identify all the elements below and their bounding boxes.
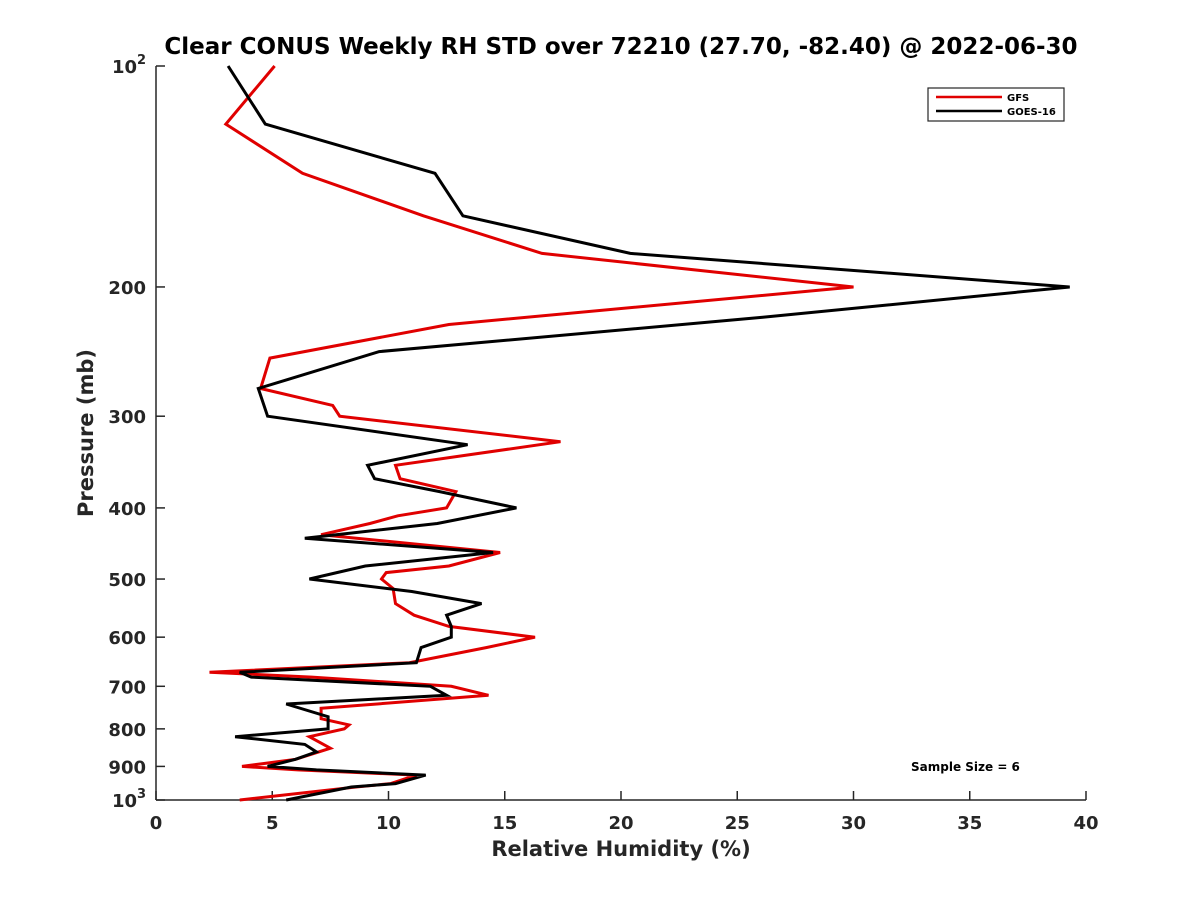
- y-tick-label: 700: [108, 677, 146, 698]
- y-tick-label: 900: [108, 757, 146, 778]
- x-tick-label: 0: [150, 813, 163, 834]
- legend-box: [927, 87, 1065, 122]
- legend: GFS GOES-16: [927, 87, 1065, 122]
- sample-size-annotation: Sample Size = 6: [911, 760, 1020, 774]
- y-tick-label: 300: [108, 407, 146, 428]
- chart-title: Clear CONUS Weekly RH STD over 72210 (27…: [164, 34, 1077, 60]
- y-tick-label: 10: [112, 57, 137, 78]
- series-lines: [209, 65, 1070, 802]
- x-tick-label: 15: [492, 813, 517, 834]
- x-tick-label: 25: [725, 813, 750, 834]
- y-tick-label: 500: [108, 570, 146, 591]
- y-tick-label-exponent: 2: [137, 53, 146, 68]
- y-tick-label-exponent: 3: [137, 787, 146, 802]
- y-tick-label: 600: [108, 628, 146, 649]
- series-line-gfs: [209, 65, 854, 802]
- x-tick-label: 20: [608, 813, 633, 834]
- x-tick-label: 35: [957, 813, 982, 834]
- y-tick-label: 800: [108, 720, 146, 741]
- plot-area: 0 5 10 15 20 25 30 35 40 21020030040050060070080…: [108, 53, 1098, 834]
- x-axis-label: Relative Humidity (%): [491, 837, 750, 861]
- y-tick-label: 10: [112, 791, 137, 812]
- legend-label-gfs: GFS: [1007, 93, 1029, 104]
- y-axis-label: Pressure (mb): [74, 349, 98, 517]
- y-tick-label: 400: [108, 499, 146, 520]
- legend-label-goes16: GOES-16: [1007, 107, 1056, 118]
- series-line-goes-16: [226, 65, 1070, 802]
- x-ticks: 0 5 10 15 20 25 30 35 40: [150, 791, 1099, 834]
- x-tick-label: 40: [1073, 813, 1098, 834]
- x-tick-label: 30: [841, 813, 866, 834]
- y-tick-label: 200: [108, 278, 146, 299]
- x-tick-label: 5: [266, 813, 279, 834]
- x-tick-label: 10: [376, 813, 401, 834]
